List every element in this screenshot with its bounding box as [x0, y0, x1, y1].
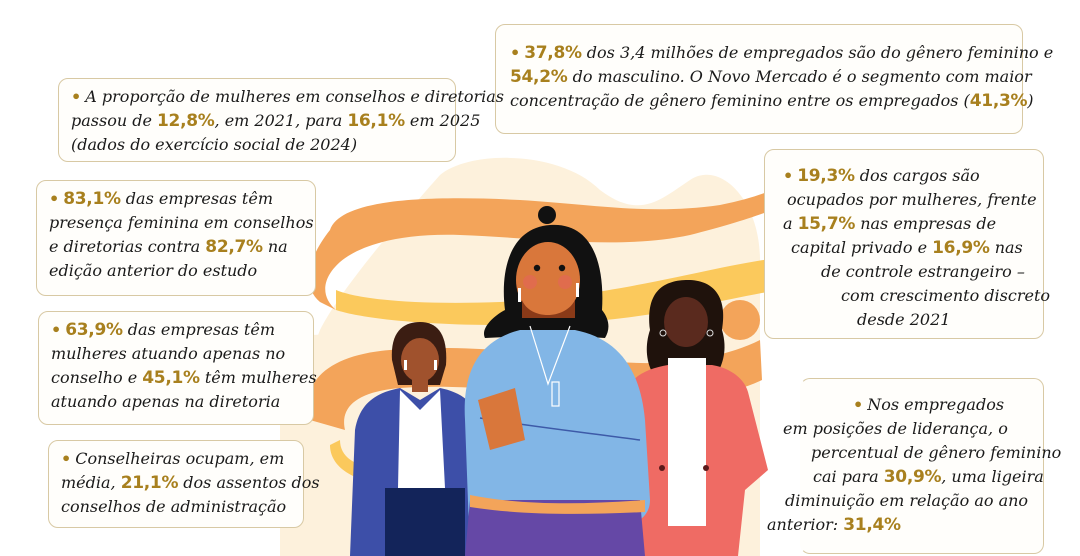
yellow-ribbon-icon	[336, 250, 830, 325]
stat-card-female-presence: • 83,1% das empresas têm presença feminin…	[36, 180, 316, 296]
stat-value: 41,3%	[969, 91, 1028, 111]
stat-value: 54,2%	[510, 67, 568, 87]
stat-value: 16,9%	[932, 238, 990, 258]
stat-card-employees-gender: • 37,8% dos 3,4 milhões de empregados são…	[495, 24, 1053, 134]
stat-value: 31,4%	[843, 515, 901, 535]
stat-value: 16,1%	[347, 111, 405, 131]
bullet-icon: •	[510, 43, 521, 62]
bullet-icon: •	[783, 166, 794, 185]
stat-value: 63,9%	[65, 320, 123, 340]
stat-card-leadership: • Nos empregados em posições de liderança…	[767, 378, 1061, 554]
stat-value: 45,1%	[142, 368, 200, 388]
stat-value: 19,3%	[797, 166, 855, 186]
stat-value: 12,8%	[157, 111, 215, 131]
stat-value: 30,9%	[883, 467, 942, 487]
stat-value: 82,7%	[205, 237, 263, 257]
bullet-icon: •	[71, 87, 82, 106]
stat-value: 37,8%	[524, 43, 582, 63]
stat-value: 83,1%	[63, 189, 121, 209]
bullet-icon: •	[61, 449, 72, 468]
woman-right-figure	[625, 280, 768, 556]
stat-card-board-only: • 63,9% das empresas têm mulheres atuando…	[38, 311, 317, 425]
woman-center-figure	[464, 206, 650, 556]
stat-value: 21,1%	[120, 473, 179, 493]
stat-card-positions: • 19,3% dos cargos são ocupados por mulhe…	[764, 149, 1050, 339]
stat-card-women-proportion: • A proporção de mulheres em conselhos e …	[58, 78, 504, 162]
woman-left-figure	[350, 322, 488, 556]
stat-card-board-seats: • Conselheiras ocupam, em média, 21,1% do…	[48, 440, 320, 528]
growth-arrow-icon	[309, 172, 815, 310]
stat-value: 15,7%	[797, 214, 856, 234]
bullet-icon: •	[51, 320, 62, 339]
bullet-icon: •	[853, 395, 864, 414]
bullet-icon: •	[49, 189, 60, 208]
